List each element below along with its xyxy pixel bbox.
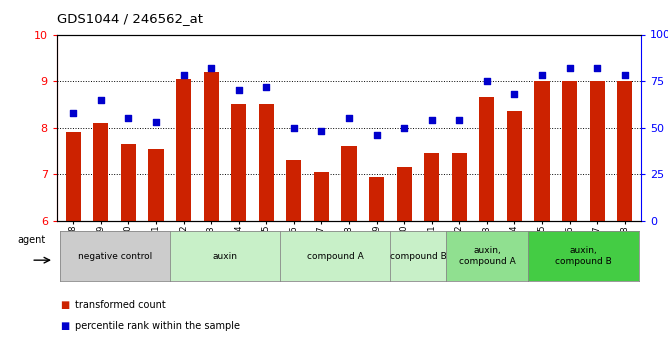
Point <box>178 73 189 78</box>
Point <box>233 88 244 93</box>
Point <box>509 91 520 97</box>
Text: transformed count: transformed count <box>75 300 166 310</box>
Bar <box>562 81 577 221</box>
Point <box>454 117 465 123</box>
Point <box>316 129 327 134</box>
Bar <box>314 172 329 221</box>
Text: GDS1044 / 246562_at: GDS1044 / 246562_at <box>57 12 203 25</box>
Point <box>123 116 134 121</box>
Bar <box>534 81 550 221</box>
Bar <box>204 72 218 221</box>
Point <box>371 132 382 138</box>
Point <box>206 65 216 71</box>
Bar <box>480 97 494 221</box>
Point <box>68 110 79 116</box>
Point <box>151 119 162 125</box>
Bar <box>617 81 633 221</box>
Bar <box>94 123 108 221</box>
Point <box>289 125 299 130</box>
Text: auxin: auxin <box>212 252 237 261</box>
Text: compound A: compound A <box>307 252 363 261</box>
Point <box>619 73 630 78</box>
Bar <box>369 177 384 221</box>
Text: compound B: compound B <box>389 252 446 261</box>
Bar <box>121 144 136 221</box>
Bar <box>424 153 440 221</box>
Text: negative control: negative control <box>77 252 152 261</box>
Bar <box>507 111 522 221</box>
Text: ■: ■ <box>60 300 69 310</box>
Bar <box>287 160 301 221</box>
Bar <box>590 81 605 221</box>
Bar <box>341 146 357 221</box>
Bar <box>65 132 81 221</box>
Bar <box>231 104 246 221</box>
Point <box>399 125 409 130</box>
Text: auxin,
compound A: auxin, compound A <box>458 246 515 266</box>
Point <box>592 65 603 71</box>
Point <box>426 117 437 123</box>
Point <box>261 84 272 89</box>
Bar <box>176 79 191 221</box>
Text: percentile rank within the sample: percentile rank within the sample <box>75 321 240 331</box>
Point <box>536 73 547 78</box>
Bar <box>397 167 411 221</box>
Text: agent: agent <box>17 235 45 245</box>
Text: auxin,
compound B: auxin, compound B <box>555 246 612 266</box>
Point <box>344 116 355 121</box>
Point <box>482 78 492 84</box>
Point <box>96 97 106 102</box>
Bar <box>452 153 467 221</box>
Point <box>564 65 575 71</box>
Text: ■: ■ <box>60 321 69 331</box>
Bar <box>148 149 164 221</box>
Bar <box>259 104 274 221</box>
